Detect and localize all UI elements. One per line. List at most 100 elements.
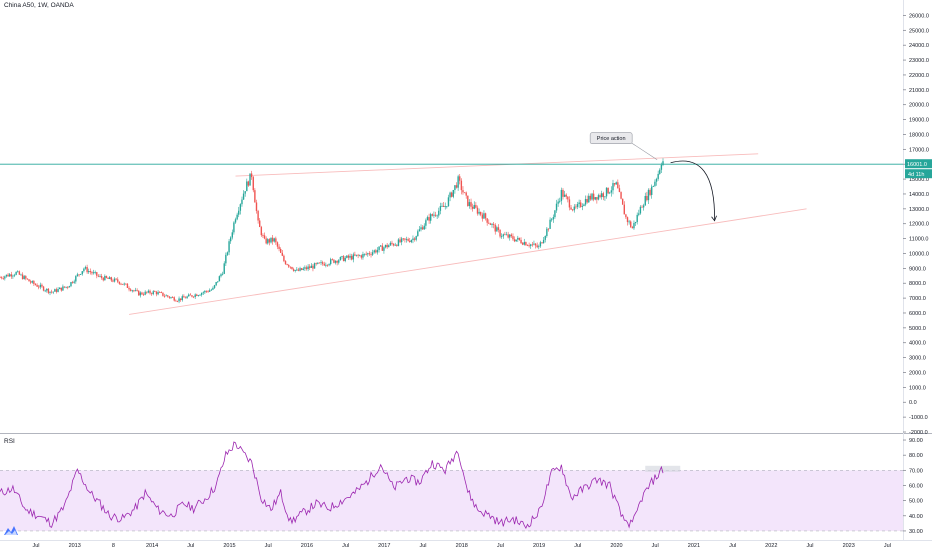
candle-body — [515, 239, 517, 242]
candle-body — [642, 205, 645, 208]
candle-body — [662, 161, 664, 165]
candle-body — [513, 239, 516, 242]
time-tick-label: 2013 — [69, 543, 81, 549]
candle-body — [412, 238, 414, 240]
candle-body — [360, 255, 363, 258]
trendline — [235, 153, 759, 177]
candle-body — [530, 244, 532, 246]
candle-body — [283, 255, 285, 262]
candle-body — [71, 282, 74, 283]
candle-body — [338, 260, 340, 263]
rsi-line — [0, 441, 664, 529]
candle-body — [389, 242, 392, 246]
tradingview-logo-icon — [4, 526, 18, 535]
candle-body — [492, 223, 495, 225]
price-tick-label: 22000.0 — [909, 73, 929, 79]
rsi-axis[interactable]: 90.00 80.00 70.00 60.00 50.00 40.00 30.00 — [903, 438, 923, 535]
candle-body — [139, 292, 142, 296]
candle-body — [578, 202, 580, 205]
candle-body — [162, 292, 164, 296]
time-axis[interactable]: Jul 2013 8 2014 Jul 2015 Jul 2016 Jul 2017 Jul 2018… — [0, 540, 932, 550]
candle-body — [63, 286, 66, 288]
price-tick-label: 7000.0 — [909, 296, 926, 302]
candle-body — [607, 187, 609, 194]
rsi-pane[interactable] — [0, 441, 903, 532]
candle-body — [554, 210, 556, 218]
candle-body — [596, 197, 598, 200]
callout-pointer — [627, 140, 658, 160]
price-axis[interactable]: 26000.0 25000.0 24000.0 23000.0 22000.0 21000… — [903, 13, 932, 436]
candle-body — [646, 195, 648, 201]
candle-body — [615, 182, 617, 185]
candle-body — [320, 262, 322, 263]
candle-body — [463, 192, 466, 194]
time-tick-label: 2019 — [533, 543, 545, 549]
candle-body — [94, 272, 96, 273]
candle-body — [152, 291, 154, 295]
time-tick-label: Jul — [342, 543, 349, 549]
candle-body — [400, 238, 403, 243]
candle-body — [520, 239, 522, 244]
current-price-label: 16001.0 — [907, 162, 927, 168]
candle-body — [167, 295, 169, 297]
price-tick-label: 20000.0 — [909, 103, 929, 109]
candle-body — [271, 237, 274, 242]
candle-body — [609, 192, 611, 194]
candle-body — [204, 290, 206, 293]
candle-body — [157, 292, 159, 295]
candle-body — [391, 242, 393, 244]
candle-body — [260, 227, 263, 236]
candle-body — [454, 185, 456, 190]
candle-body — [655, 178, 658, 182]
candle-body — [163, 295, 166, 297]
candle-body — [446, 206, 448, 207]
time-tick-label: Jul — [497, 543, 504, 549]
rsi-tick-label: 80.00 — [909, 453, 923, 459]
candle-body — [186, 296, 188, 299]
candle-body — [526, 245, 529, 247]
candle-body — [297, 269, 300, 271]
candle-body — [470, 202, 472, 207]
rsi-tick-label: 90.00 — [909, 438, 923, 444]
candle-body — [505, 234, 508, 236]
candle-body — [531, 244, 534, 246]
candle-body — [415, 236, 417, 240]
price-tick-label: 24000.0 — [909, 43, 929, 49]
candle-body — [49, 291, 51, 293]
candle-body — [550, 219, 553, 221]
candle-body — [417, 231, 419, 237]
candle-body — [202, 292, 204, 294]
candle-body — [447, 197, 450, 207]
candle-body — [150, 293, 153, 295]
candle-body — [100, 276, 103, 278]
candle-body — [121, 283, 124, 285]
candle-body — [633, 223, 635, 229]
candle-body — [147, 290, 150, 293]
candle-body — [255, 202, 258, 211]
candle-body — [321, 262, 324, 264]
candle-body — [405, 239, 408, 240]
candle-body — [647, 189, 650, 201]
candle-body — [583, 204, 585, 207]
candle-body — [484, 213, 487, 219]
candle-body — [2, 278, 4, 279]
candle-body — [342, 256, 345, 262]
candle-body — [294, 269, 296, 271]
time-tick-label: Jul — [419, 543, 426, 549]
candle-body — [425, 220, 427, 226]
price-tick-label: 8000.0 — [909, 281, 926, 287]
candle-body — [396, 244, 398, 246]
candle-body — [523, 242, 525, 245]
candle-body — [160, 292, 163, 293]
candle-body — [220, 274, 222, 277]
time-tick-label: Jul — [574, 543, 581, 549]
price-tick-label: -2000.0 — [909, 430, 928, 436]
candle-body — [267, 239, 269, 244]
candle-body — [509, 234, 511, 238]
candle-body — [407, 239, 409, 241]
candle-body — [86, 267, 88, 273]
candle-body — [581, 206, 584, 207]
candle-body — [573, 206, 575, 211]
